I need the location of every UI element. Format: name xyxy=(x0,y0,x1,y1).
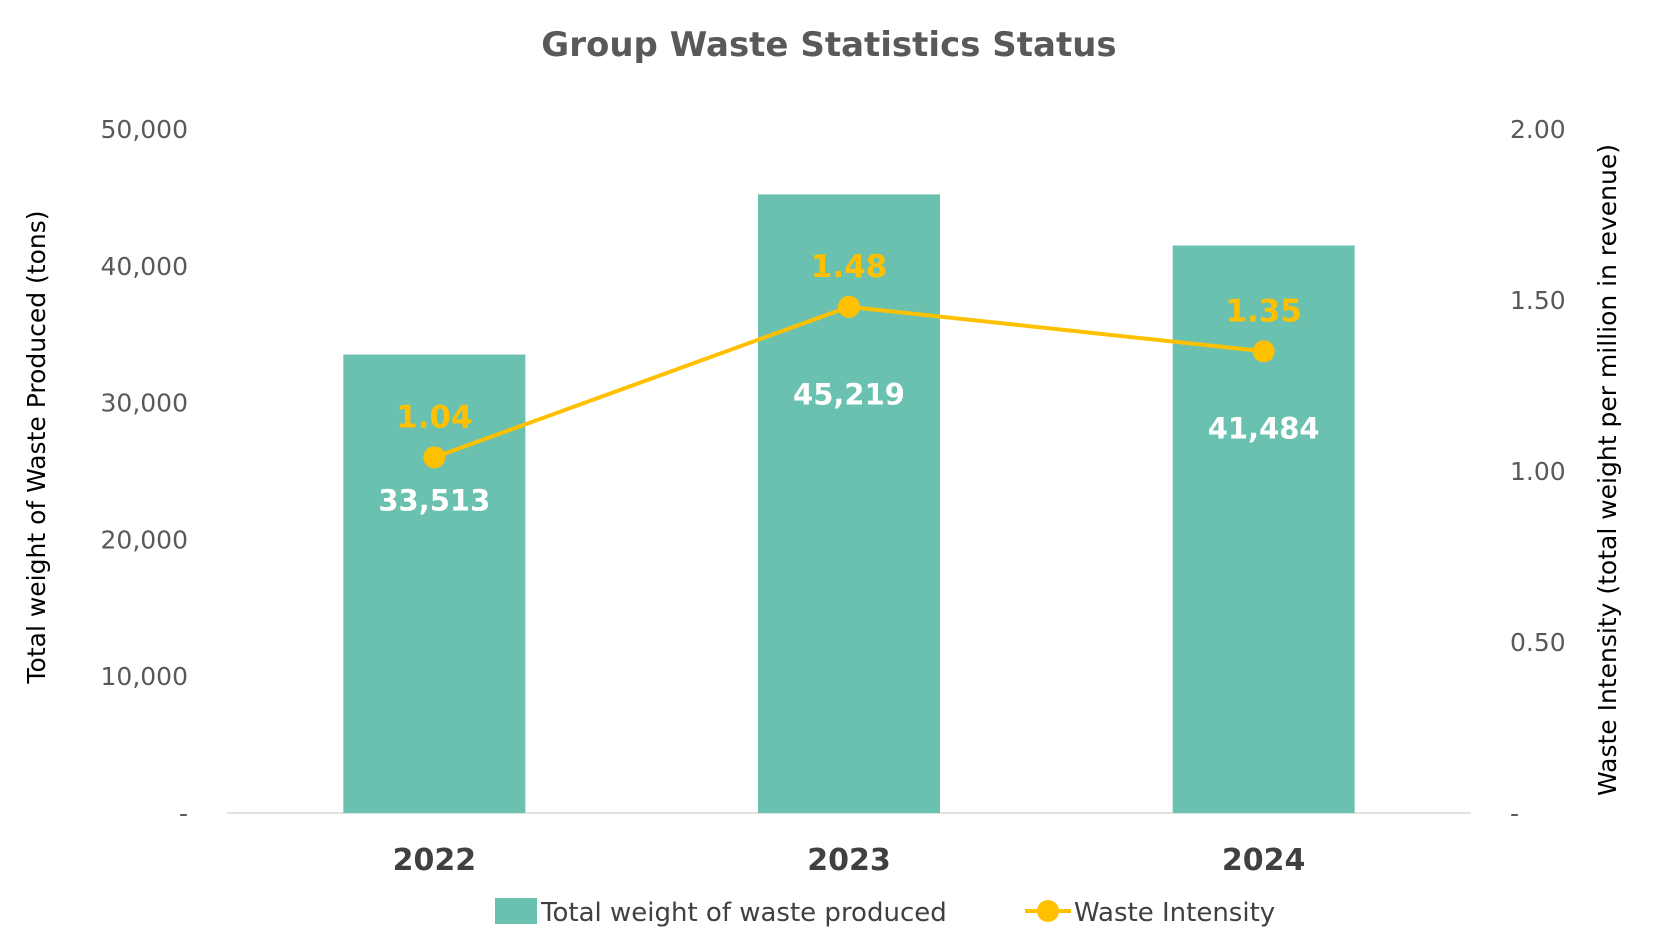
line-series xyxy=(423,295,1275,469)
legend-label-line: Waste Intensity xyxy=(1074,898,1275,928)
y-tick-left: 50,000 xyxy=(101,115,188,144)
y-axis-title-right: Waste Intensity (total weight per millio… xyxy=(1593,144,1622,796)
y-tick-left: 40,000 xyxy=(101,252,188,281)
y-tick-right: 2.00 xyxy=(1510,115,1566,144)
x-axis-categories: 2022 2023 2024 xyxy=(393,843,1306,878)
line-point xyxy=(838,295,860,318)
line-value-label: 1.48 xyxy=(811,249,888,285)
bar xyxy=(343,354,526,813)
chart-title: Group Waste Statistics Status xyxy=(541,25,1116,65)
y-axis-left: - 10,000 20,000 30,000 40,000 50,000 xyxy=(101,115,188,828)
line-data-labels: 1.04 1.48 1.35 xyxy=(396,249,1302,435)
y-axis-title-left: Total weight of Waste Produced (tons) xyxy=(22,211,51,685)
bar-data-labels: 33,513 45,219 41,484 xyxy=(378,378,1319,518)
line-value-label: 1.35 xyxy=(1225,293,1302,329)
x-tick-label: 2023 xyxy=(807,843,891,878)
legend-marker-line xyxy=(1037,900,1059,922)
y-tick-right: - xyxy=(1510,799,1519,828)
line-point xyxy=(1252,340,1275,363)
x-tick-label: 2022 xyxy=(393,843,477,878)
bar-value-label: 45,219 xyxy=(793,378,905,412)
bar-value-label: 41,484 xyxy=(1208,411,1320,445)
y-tick-left: 10,000 xyxy=(101,662,188,691)
legend: Total weight of waste produced Waste Int… xyxy=(495,898,1275,928)
bar xyxy=(758,194,940,814)
y-axis-right: - 0.50 1.00 1.50 2.00 xyxy=(1510,115,1566,828)
line-value-label: 1.04 xyxy=(396,399,473,435)
y-tick-left: 30,000 xyxy=(101,389,188,418)
legend-label-bar: Total weight of waste produced xyxy=(540,898,947,928)
y-tick-right: 1.50 xyxy=(1510,286,1566,315)
bar xyxy=(1172,245,1355,813)
y-tick-right: 1.00 xyxy=(1510,457,1566,486)
legend-swatch-bar xyxy=(495,898,537,924)
x-tick-label: 2024 xyxy=(1222,843,1306,878)
y-tick-left: 20,000 xyxy=(101,525,188,554)
line-point xyxy=(423,446,446,469)
bar-series xyxy=(343,194,1355,814)
y-tick-right: 0.50 xyxy=(1510,628,1566,657)
y-tick-left: - xyxy=(179,799,188,828)
bar-value-label: 33,513 xyxy=(378,483,490,517)
